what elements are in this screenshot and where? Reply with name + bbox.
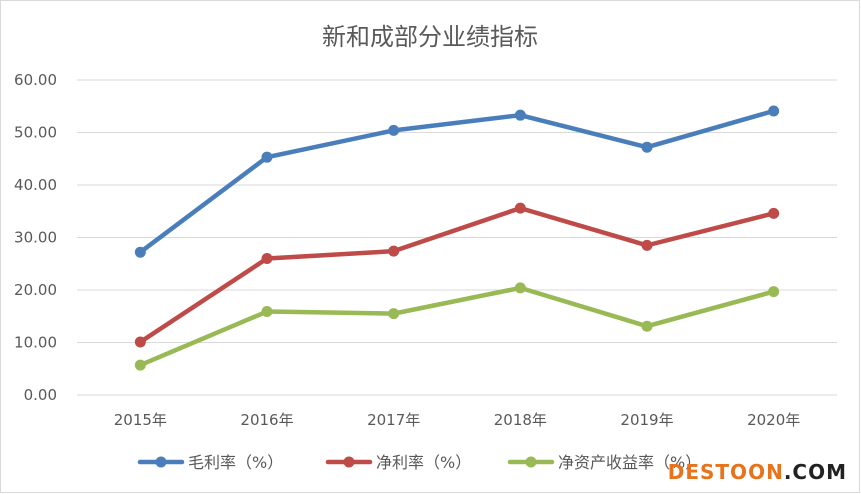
data-point xyxy=(514,109,526,121)
x-axis-ticks: 2015年 2016年 2017年 2018年 2019年 2020年 xyxy=(114,411,801,429)
data-point xyxy=(768,207,780,219)
legend-item: 净资产收益率（%） xyxy=(507,453,701,472)
series-line xyxy=(138,108,776,255)
x-tick-label: 2020年 xyxy=(747,411,800,429)
data-point xyxy=(641,239,653,251)
x-tick-label: 2016年 xyxy=(240,411,293,429)
data-point xyxy=(514,202,526,214)
data-point xyxy=(768,286,780,298)
series-3 xyxy=(134,282,780,371)
data-point xyxy=(261,151,273,163)
y-tick-label: 30.00 xyxy=(14,229,57,247)
series-lines xyxy=(134,105,780,371)
series-1 xyxy=(134,105,780,258)
watermark-logo: DESTOON.COM xyxy=(668,460,847,484)
legend: 毛利率（%） 净利率（%） 净资产收益率（%） xyxy=(137,453,701,472)
legend-item: 净利率（%） xyxy=(325,453,471,472)
data-point xyxy=(768,105,780,117)
chart-title: 新和成部分业绩指标 xyxy=(322,23,538,51)
watermark-prefix: DESTOON xyxy=(667,460,784,484)
gridlines xyxy=(77,79,837,396)
data-point xyxy=(134,359,146,371)
series-line xyxy=(138,285,776,368)
y-tick-label: 60.00 xyxy=(14,71,57,89)
series-2 xyxy=(134,202,780,348)
x-tick-label: 2019年 xyxy=(620,411,673,429)
y-tick-label: 10.00 xyxy=(14,334,57,352)
legend-swatch-marker xyxy=(343,456,355,468)
legend-label: 毛利率（%） xyxy=(188,453,283,472)
data-point xyxy=(261,306,273,318)
y-tick-label: 20.00 xyxy=(14,281,57,299)
data-point xyxy=(261,253,273,264)
y-axis-ticks: 0.00 10.00 20.00 30.00 40.00 50.00 60.00 xyxy=(14,71,57,404)
legend-swatch-marker xyxy=(525,456,537,468)
series-line xyxy=(138,205,776,345)
y-tick-label: 40.00 xyxy=(14,176,57,194)
x-tick-label: 2017年 xyxy=(367,411,420,429)
data-point xyxy=(514,282,526,294)
data-point xyxy=(388,124,400,136)
x-tick-label: 2015年 xyxy=(114,411,167,429)
data-point xyxy=(134,246,146,258)
data-point xyxy=(388,245,400,257)
data-point xyxy=(641,320,653,332)
watermark-suffix: .COM xyxy=(783,460,847,484)
y-tick-label: 50.00 xyxy=(14,124,57,142)
data-point xyxy=(641,141,653,153)
data-point xyxy=(134,336,146,348)
y-tick-label: 0.00 xyxy=(24,386,57,404)
legend-label: 净利率（%） xyxy=(376,453,471,472)
legend-label: 净资产收益率（%） xyxy=(558,453,701,472)
x-tick-label: 2018年 xyxy=(494,411,547,429)
legend-swatch-marker xyxy=(155,456,167,468)
data-point xyxy=(388,308,400,320)
legend-item: 毛利率（%） xyxy=(137,453,283,472)
